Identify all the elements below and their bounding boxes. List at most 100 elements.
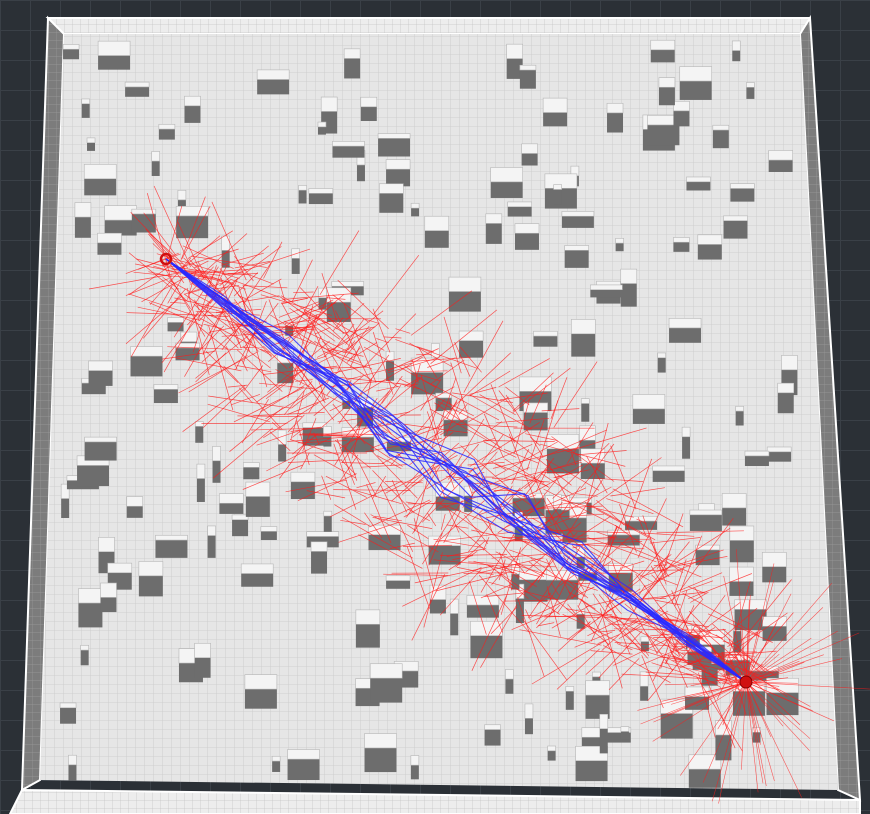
tree-edge	[498, 390, 515, 411]
tree-edge	[488, 581, 559, 601]
tree-edge	[523, 531, 578, 596]
tree-edge	[530, 557, 586, 597]
tree-edge	[208, 395, 292, 409]
tree-edge	[647, 638, 699, 702]
tree-edge	[619, 561, 669, 632]
tree-edge	[479, 394, 516, 416]
tree-edge	[503, 448, 539, 464]
boundary-walls	[8, 14, 862, 814]
obstacle-block	[151, 151, 160, 176]
tree-edge	[502, 485, 533, 507]
start-node[interactable]	[159, 252, 173, 266]
obstacle-block	[126, 496, 144, 518]
tree-edge	[499, 392, 548, 401]
obstacle-block	[243, 462, 260, 480]
obstacle-block	[668, 318, 702, 343]
tree-edge	[439, 487, 509, 509]
obstacle-block	[639, 671, 649, 701]
tree-edge	[243, 285, 288, 289]
tree-edge	[745, 628, 751, 683]
obstacle-block	[729, 525, 755, 563]
obstacle-block	[343, 48, 361, 79]
tree-edge	[308, 433, 383, 435]
obstacle-block	[244, 674, 278, 709]
obstacle-block	[564, 245, 589, 268]
start-marker[interactable]	[159, 252, 173, 266]
tree-edge	[664, 513, 684, 566]
tree-edge	[446, 399, 458, 420]
tree-edge	[695, 681, 747, 707]
tree-edge	[410, 356, 471, 362]
tree-edge	[431, 377, 457, 447]
obstacle-block	[689, 509, 723, 531]
tree-edge	[331, 323, 355, 354]
tree-edge	[745, 681, 772, 738]
obstacle-block	[175, 206, 209, 239]
tree-edge	[505, 386, 530, 406]
tree-edge	[552, 442, 610, 499]
obstacle-block	[194, 642, 211, 678]
tree-edge	[188, 266, 214, 295]
obstacle-block	[533, 330, 558, 347]
tree-edge	[687, 586, 706, 594]
obstacle-block	[652, 465, 685, 482]
tree-edge	[745, 681, 759, 793]
obstacle-block	[196, 463, 206, 502]
tree-edge	[234, 255, 254, 282]
tree-edge	[517, 597, 545, 677]
tree-edge	[347, 340, 356, 351]
tree-edge	[524, 476, 549, 487]
tree-edge	[679, 517, 734, 591]
goal-node[interactable]	[739, 675, 753, 689]
tree-edge	[745, 658, 843, 683]
obstacle-block	[620, 726, 630, 740]
tree-edge	[369, 499, 431, 528]
tree-edge	[242, 301, 267, 364]
tree-edge	[620, 548, 634, 571]
tree-edge	[260, 348, 270, 353]
tree-edge	[180, 196, 206, 260]
tree-edge	[696, 676, 743, 752]
tree-edge	[659, 572, 723, 600]
tree-edge	[148, 233, 171, 262]
obstacle-block	[194, 421, 204, 443]
tree-edge	[161, 262, 206, 337]
tree-edge	[566, 479, 603, 536]
tree-edge	[480, 583, 513, 599]
obstacle-block	[424, 215, 450, 248]
tree-edge	[238, 295, 280, 303]
tree-edge	[195, 310, 260, 316]
tree-edge	[565, 608, 653, 625]
tree-edge	[545, 458, 579, 519]
tree-edge	[334, 439, 372, 469]
obstacle-block	[657, 352, 667, 373]
tree-edge	[355, 435, 403, 467]
obstacle-block	[697, 234, 723, 260]
tree-edge	[182, 245, 234, 269]
tree-edge	[608, 658, 640, 690]
tree-edge	[452, 392, 513, 403]
tree-edge	[722, 640, 738, 646]
obstacle-block	[167, 317, 184, 332]
goal-marker[interactable]	[739, 675, 753, 689]
obstacle-block	[730, 183, 755, 202]
tree-edge	[504, 600, 549, 602]
planned-paths	[165, 258, 747, 683]
tree-edge	[243, 365, 264, 392]
south-wall	[8, 788, 861, 814]
tree-edge	[603, 645, 671, 684]
tree-edge	[430, 309, 498, 364]
tree-edge	[88, 273, 177, 290]
path-polyline	[165, 258, 747, 683]
tree-edge	[238, 387, 253, 404]
tree-edge	[281, 302, 305, 345]
tree-edge	[452, 555, 474, 560]
tree-edge	[546, 558, 558, 581]
tree-edge	[738, 667, 811, 707]
tree-edge	[384, 384, 402, 410]
tree-edge	[745, 681, 775, 781]
tree-edge	[651, 628, 669, 645]
tree-edge	[669, 649, 678, 663]
